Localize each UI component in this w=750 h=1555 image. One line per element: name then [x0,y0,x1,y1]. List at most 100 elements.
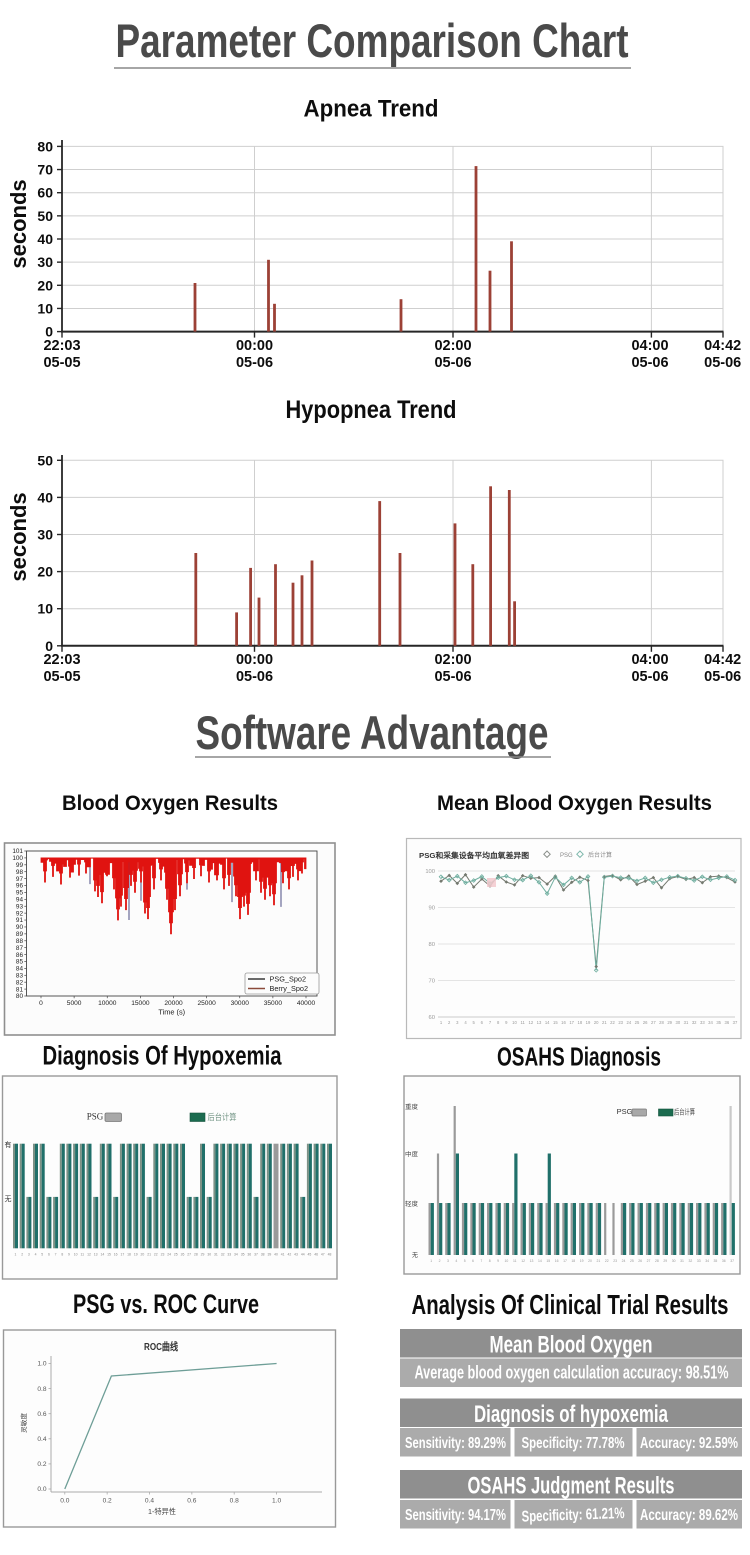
svg-text:05-06: 05-06 [236,669,273,685]
svg-text:Average blood oxygen calculati: Average blood oxygen calculation accurac… [415,1362,729,1383]
svg-text:Diagnosis of hypoxemia: Diagnosis of hypoxemia [474,1401,668,1428]
svg-text:37: 37 [733,1020,738,1025]
svg-text:0: 0 [45,324,53,340]
svg-text:10: 10 [512,1020,517,1025]
svg-text:30: 30 [37,527,53,543]
svg-text:2: 2 [448,1020,451,1025]
svg-text:05-05: 05-05 [43,669,80,685]
svg-text:02:00: 02:00 [434,338,471,354]
svg-text:1: 1 [440,1020,443,1025]
svg-text:80: 80 [16,993,24,1000]
svg-text:21: 21 [147,1253,151,1257]
svg-text:Hypopnea Trend: Hypopnea Trend [286,396,457,424]
svg-text:PSG_Spo2: PSG_Spo2 [270,975,307,984]
svg-text:3: 3 [28,1253,30,1257]
svg-text:Specificity: 77.78%: Specificity: 77.78% [522,1435,625,1452]
svg-text:22:03: 22:03 [43,652,80,668]
svg-text:23: 23 [161,1253,165,1257]
svg-text:13: 13 [537,1020,542,1025]
svg-text:40: 40 [37,489,53,505]
svg-text:6: 6 [472,1259,474,1263]
svg-text:90: 90 [16,924,24,931]
svg-text:36: 36 [247,1253,251,1257]
svg-text:22: 22 [605,1259,609,1263]
svg-text:25: 25 [174,1253,178,1257]
svg-text:95: 95 [16,890,24,897]
svg-text:60: 60 [429,1015,435,1021]
svg-text:05-05: 05-05 [43,355,80,371]
svg-text:15000: 15000 [131,1000,150,1007]
svg-text:00:00: 00:00 [236,338,273,354]
svg-text:28: 28 [194,1253,198,1257]
svg-text:60: 60 [37,185,53,201]
svg-text:8: 8 [497,1020,500,1025]
svg-text:50: 50 [37,208,53,224]
svg-text:40: 40 [37,231,53,247]
svg-text:0.8: 0.8 [230,1498,239,1505]
svg-text:Accuracy: 92.59%: Accuracy: 92.59% [640,1435,738,1452]
svg-text:83: 83 [16,972,24,979]
svg-text:27: 27 [187,1253,191,1257]
svg-text:6: 6 [48,1253,50,1257]
svg-text:37: 37 [730,1259,734,1263]
svg-text:7: 7 [489,1020,492,1025]
svg-text:Apnea Trend: Apnea Trend [304,96,439,123]
svg-text:24: 24 [626,1020,631,1025]
svg-text:OSAHS Judgment Results: OSAHS Judgment Results [468,1472,675,1499]
svg-text:29: 29 [667,1020,672,1025]
svg-text:9: 9 [505,1020,508,1025]
svg-text:26: 26 [643,1020,648,1025]
svg-text:80: 80 [37,138,53,154]
svg-text:PSG和采集设备平均血氧差异图: PSG和采集设备平均血氧差异图 [419,850,529,860]
svg-text:101: 101 [12,848,23,855]
svg-text:29: 29 [201,1253,205,1257]
svg-text:15: 15 [107,1253,111,1257]
svg-text:87: 87 [16,945,24,952]
svg-text:27: 27 [647,1259,651,1263]
svg-text:31: 31 [684,1020,689,1025]
svg-text:Blood Oxygen Results: Blood Oxygen Results [62,792,278,815]
svg-text:5: 5 [472,1020,475,1025]
svg-text:19: 19 [580,1259,584,1263]
svg-text:25: 25 [635,1020,640,1025]
svg-text:04:00: 04:00 [631,652,668,668]
svg-text:0.2: 0.2 [103,1498,112,1505]
svg-text:6: 6 [481,1020,484,1025]
svg-text:0.2: 0.2 [37,1461,46,1468]
svg-text:13: 13 [94,1253,98,1257]
svg-text:41: 41 [281,1253,285,1257]
svg-text:20: 20 [141,1253,145,1257]
svg-text:05-06: 05-06 [434,355,471,371]
svg-text:3: 3 [447,1259,449,1263]
svg-text:05-06: 05-06 [434,669,471,685]
svg-text:2: 2 [439,1259,441,1263]
svg-text:3: 3 [456,1020,459,1025]
svg-text:30: 30 [675,1020,680,1025]
svg-text:Software Advantage: Software Advantage [196,706,549,759]
svg-text:88: 88 [16,938,24,945]
svg-text:19: 19 [586,1020,591,1025]
svg-text:20: 20 [588,1259,592,1263]
svg-text:18: 18 [127,1253,131,1257]
svg-text:23: 23 [618,1020,623,1025]
svg-text:25000: 25000 [197,1000,216,1007]
svg-text:98: 98 [16,869,24,876]
svg-text:32: 32 [688,1259,692,1263]
svg-text:22: 22 [610,1020,615,1025]
svg-text:26: 26 [181,1253,185,1257]
svg-text:04:42: 04:42 [704,338,741,354]
svg-text:1: 1 [15,1253,17,1257]
svg-text:4: 4 [455,1259,457,1263]
svg-text:36: 36 [724,1020,729,1025]
svg-text:85: 85 [16,959,24,966]
svg-text:80: 80 [429,942,435,948]
svg-text:13: 13 [530,1259,534,1263]
svg-text:35: 35 [241,1253,245,1257]
svg-text:21: 21 [597,1259,601,1263]
svg-text:31: 31 [214,1253,218,1257]
svg-text:34: 34 [234,1253,238,1257]
svg-text:05-06: 05-06 [704,355,741,371]
svg-text:重度: 重度 [405,1103,418,1111]
svg-text:50: 50 [37,452,53,468]
svg-text:18: 18 [577,1020,582,1025]
